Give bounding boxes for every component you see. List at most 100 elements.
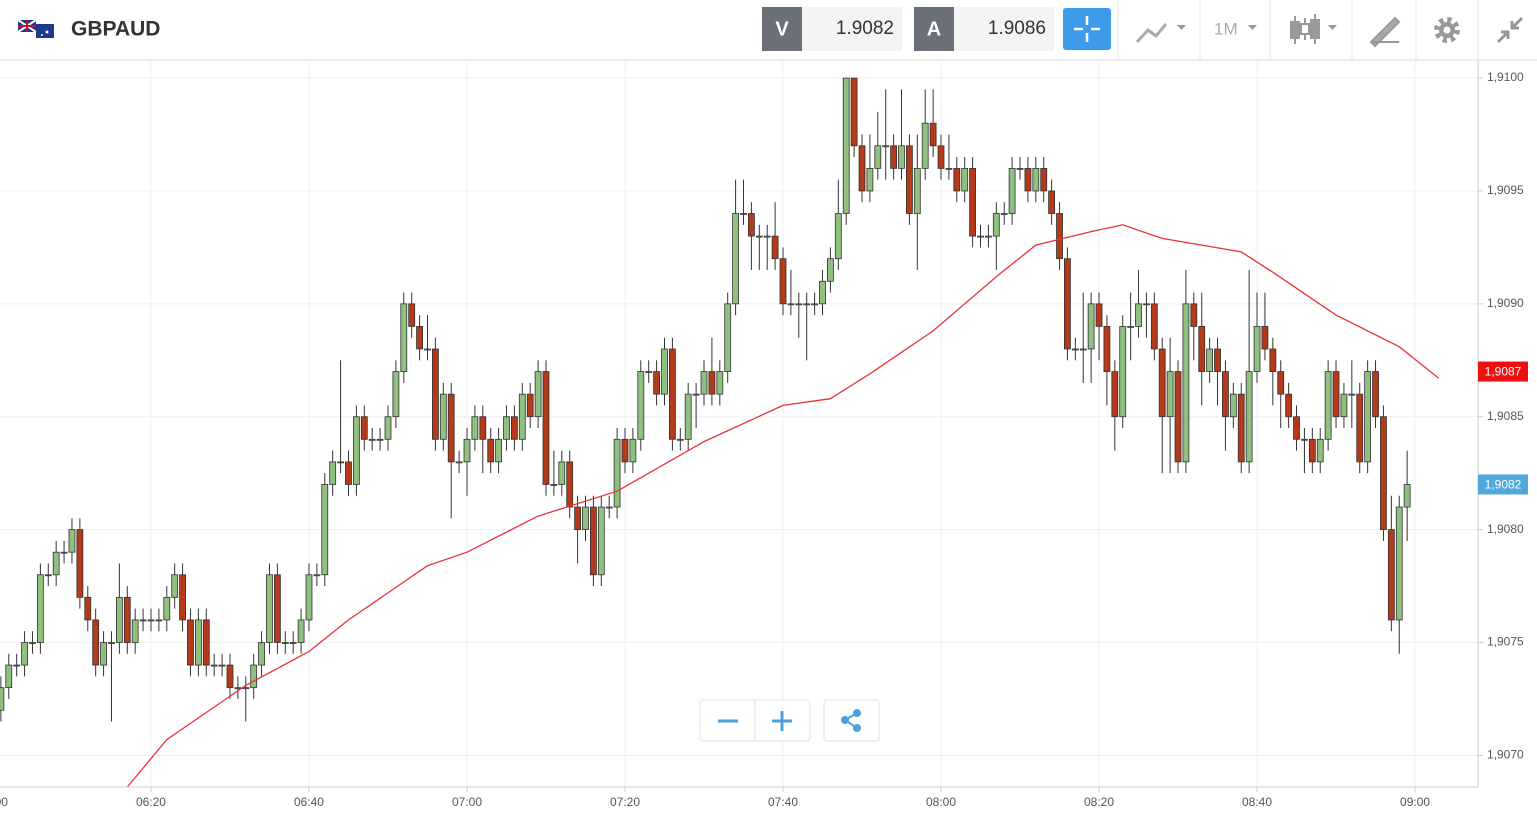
candle-body [582,506,589,531]
candle-body [827,258,834,282]
candle-body [945,167,953,170]
chart-type-button[interactable] [1135,23,1186,44]
candle-body [763,235,771,238]
candle-body [1127,326,1135,328]
candle-body [100,642,107,666]
draw-button[interactable] [1369,16,1401,48]
candle-body [534,371,542,418]
timeframe-button[interactable]: 1M [1214,19,1257,38]
crosshair-button[interactable] [1063,8,1111,50]
candle-body [1222,371,1229,418]
bid-price: 1.9082 [836,18,894,39]
zoom-controls [699,699,880,742]
candle-body [1380,416,1387,531]
price-badge-label: 1,9087 [1485,365,1522,379]
candle-body [1158,348,1166,418]
candle-body [819,280,826,305]
candle-body [1071,348,1079,351]
candle-body [795,303,803,306]
candle-body [384,416,392,440]
candle-body [834,213,842,260]
candle-body [985,235,992,238]
candle-body [376,438,384,441]
bid-label: V [775,18,789,40]
candle-body [992,213,1000,237]
candle-body [732,213,740,305]
candle-body [1182,303,1190,463]
candle-body [1174,371,1182,463]
candle-body [1032,167,1040,192]
candle-body [803,303,811,306]
candle-body [68,529,76,553]
candle-body [234,687,242,690]
candle-body [147,619,155,622]
candle-body [1395,506,1403,621]
candle-body [352,416,360,485]
candle-body [179,574,186,621]
candle-body [5,664,13,689]
price-badge [1478,361,1528,382]
candle-body [131,619,139,643]
candle-body [321,484,329,576]
candle-body [874,145,882,169]
candle-body [692,393,700,396]
candle-body [1040,167,1048,192]
candle-body [123,596,131,643]
candle-body [115,596,123,643]
candle-body [1143,303,1150,306]
candle-body [961,167,969,192]
flag-icon [17,19,54,38]
candle-body [408,303,416,327]
settings-button[interactable] [1434,17,1460,43]
candle-body [1048,190,1056,214]
candle-body [755,235,763,238]
candle-body [1198,326,1206,372]
candle-body [684,393,692,440]
x-tick-label: 08:20 [1084,795,1114,809]
collapse-button[interactable] [1496,16,1524,44]
candle-body [1285,393,1293,418]
candle-body [400,303,408,372]
candle-body [360,416,368,440]
candle-body [44,574,52,577]
x-tick-label: 09:00 [1400,795,1430,809]
candles-button[interactable] [1290,14,1337,44]
candle-body [1348,393,1356,396]
candle-body [503,416,510,440]
candle-body [1064,258,1071,350]
candle-body [218,664,226,667]
candle-body [1332,371,1340,418]
candle-body [1340,393,1348,418]
candle-body [1087,303,1095,350]
candle-body [969,167,977,237]
candle-body [1372,371,1379,418]
candle-body [281,642,289,644]
candle-body [36,574,44,643]
zoom-in-button[interactable] [772,711,792,731]
candle-body [210,664,218,667]
candle-body [882,145,890,148]
candle-body [266,574,273,643]
share-button[interactable] [823,699,880,742]
candle-body [771,235,779,260]
candle-body [1111,371,1119,418]
bid-badge [762,7,802,51]
candle-body [542,371,550,485]
candle-body [258,642,265,666]
candle-body [890,145,898,169]
candle-body [1261,326,1269,350]
candle-body [1103,326,1111,372]
candle-body [1269,348,1277,372]
candle-body [1253,326,1261,372]
candle-body [92,619,100,666]
y-tick-label: 1,9100 [1487,70,1524,84]
candle-body [1016,167,1024,170]
x-tick-label: 06:00 [0,795,8,809]
candle-body [605,506,613,509]
candle-body [424,348,431,351]
candle-body [842,77,850,214]
candle-body [558,461,566,485]
candle-body [589,506,597,576]
candle-body [21,642,28,666]
candle-body [613,438,621,508]
